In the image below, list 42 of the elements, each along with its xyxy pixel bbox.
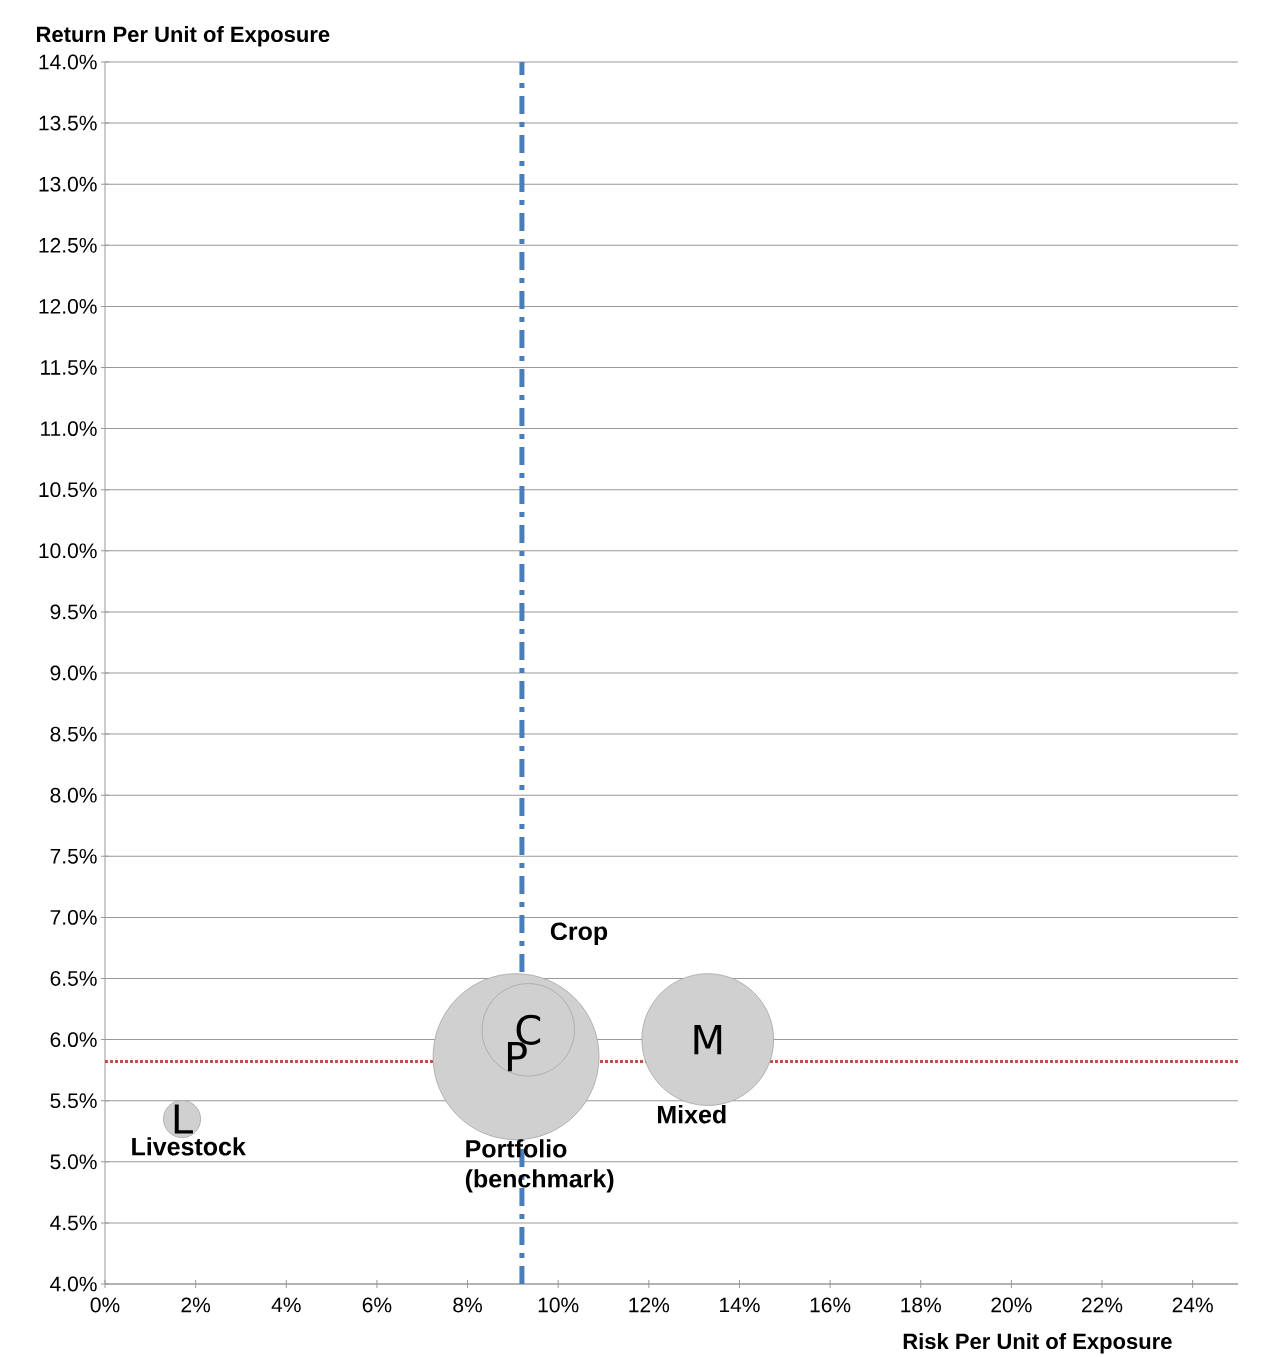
x-tick-label: 4% (271, 1297, 301, 1313)
x-tick-label: 10% (538, 1297, 579, 1313)
y-tick-label: 8.0% (50, 787, 97, 803)
x-tick-label: 12% (629, 1297, 670, 1313)
series-label: Mixed (658, 1105, 726, 1124)
x-tick-label: 14% (720, 1297, 760, 1313)
y-tick-label: 10.5% (39, 482, 97, 498)
y-tick-label: 8.5% (50, 726, 97, 742)
legend-label: Livestock (132, 1137, 246, 1156)
y-tick-label: 13.5% (39, 115, 97, 131)
y-tick-label: 11.0% (41, 421, 97, 437)
y-tick-label: 14.0% (39, 54, 97, 70)
y-tick-label: 6.0% (50, 1032, 97, 1048)
y-tick-label: 5.5% (50, 1093, 97, 1109)
x-tick-label: 24% (1172, 1297, 1213, 1313)
x-tick-label: 8% (453, 1297, 482, 1313)
y-tick-label: 12.0% (39, 298, 97, 314)
y-tick-label: 7.0% (50, 909, 97, 925)
y-tick-label: 4.0% (50, 1276, 97, 1292)
annotation: L (174, 1104, 193, 1134)
series-label: Crop (550, 922, 608, 946)
x-tick-label: 20% (991, 1297, 1032, 1313)
x-tick-label: 2% (181, 1297, 211, 1313)
y-tick-label: 7.5% (50, 848, 97, 864)
annotation: M (694, 1025, 722, 1055)
x-tick-label: 6% (362, 1297, 392, 1313)
y-tick-label: 11.5% (41, 360, 97, 375)
y-tick-label: 10.0% (39, 543, 97, 559)
y-tick-label: 4.5% (50, 1215, 97, 1231)
series-label: Portfolio (benchmark) (465, 1139, 614, 1193)
x-tick-label: 18% (901, 1297, 941, 1313)
y-tick-label: 12.5% (39, 237, 97, 253)
x-tick-label: 0% (90, 1297, 120, 1313)
y-tick-label: 9.5% (50, 604, 97, 620)
x-tick-label: 22% (1082, 1297, 1123, 1313)
y-tick-label: 5.0% (50, 1154, 97, 1170)
x-axis-title: Risk Per Unit of Exposure (903, 1332, 1172, 1354)
y-tick-label: 6.5% (50, 971, 97, 986)
y-tick-label: 9.0% (50, 665, 97, 681)
y-axis-title: Return Per Unit of Exposure (37, 25, 330, 47)
y-tick-label: 13.0% (39, 176, 97, 192)
x-tick-label: 16% (810, 1297, 851, 1313)
